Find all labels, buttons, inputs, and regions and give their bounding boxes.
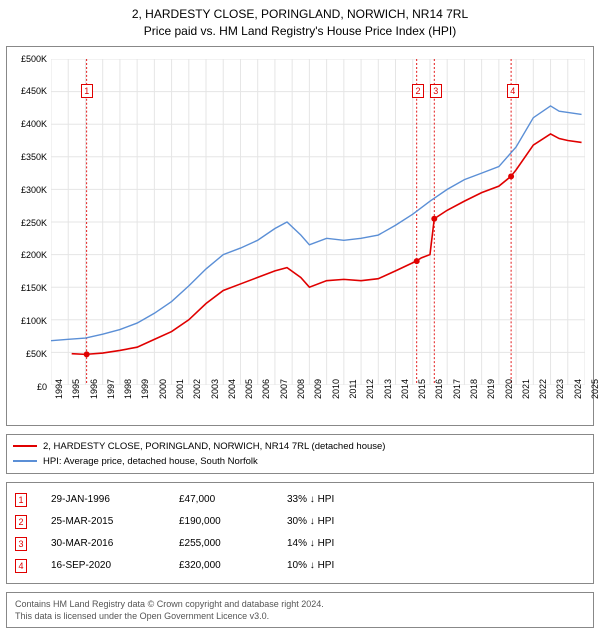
x-tick-label: 2009 bbox=[313, 379, 323, 399]
y-tick-label: £50K bbox=[26, 349, 47, 359]
legend-swatch bbox=[13, 460, 37, 462]
x-tick-label: 1995 bbox=[71, 379, 81, 399]
plot-area: 1 23 4 bbox=[51, 59, 585, 385]
x-tick-label: 2012 bbox=[365, 379, 375, 399]
events-table: 1 29-JAN-1996 £47,000 33% ↓ HPI 2 25-MAR-2015… bbox=[6, 482, 594, 584]
y-tick-label: £450K bbox=[21, 86, 47, 96]
event-date: 30-MAR-2016 bbox=[51, 538, 171, 549]
y-tick-label: £0 bbox=[37, 382, 47, 392]
event-date: 25-MAR-2015 bbox=[51, 516, 171, 527]
event-marker-badge: 1 bbox=[15, 493, 27, 507]
event-marker: 2 bbox=[412, 84, 424, 98]
event-delta: 33% ↓ HPI bbox=[287, 494, 334, 505]
x-tick-label: 2022 bbox=[538, 379, 548, 399]
attribution-footer: Contains HM Land Registry data © Crown c… bbox=[6, 592, 594, 628]
x-tick-label: 2013 bbox=[383, 379, 393, 399]
y-tick-label: £250K bbox=[21, 218, 47, 228]
footer-line: Contains HM Land Registry data © Crown c… bbox=[15, 598, 585, 610]
legend-label: HPI: Average price, detached house, Sout… bbox=[43, 456, 258, 467]
legend: 2, HARDESTY CLOSE, PORINGLAND, NORWICH, … bbox=[6, 434, 594, 474]
y-tick-label: £100K bbox=[21, 316, 47, 326]
event-date: 16-SEP-2020 bbox=[51, 560, 171, 571]
x-tick-label: 2018 bbox=[469, 379, 479, 399]
x-tick-label: 2021 bbox=[521, 379, 531, 399]
title-address: 2, HARDESTY CLOSE, PORINGLAND, NORWICH, … bbox=[6, 6, 594, 23]
event-marker-badge: 2 bbox=[15, 515, 27, 529]
x-tick-label: 1997 bbox=[106, 379, 116, 399]
chart: £0 £50K £100K £150K £200K £250K £300K £350K £400… bbox=[6, 46, 594, 426]
x-tick-label: 2003 bbox=[210, 379, 220, 399]
event-row: 1 29-JAN-1996 £47,000 33% ↓ HPI bbox=[15, 489, 585, 511]
x-tick-label: 2020 bbox=[504, 379, 514, 399]
event-price: £255,000 bbox=[179, 538, 279, 549]
x-tick-label: 2008 bbox=[296, 379, 306, 399]
y-tick-label: £350K bbox=[21, 152, 47, 162]
legend-swatch bbox=[13, 445, 37, 447]
y-axis-labels: £0£50K£100K£150K£200K£250K£300K£350K£400… bbox=[9, 59, 49, 385]
y-tick-label: £500K bbox=[21, 54, 47, 64]
x-tick-label: 2011 bbox=[348, 379, 358, 398]
x-tick-label: 1999 bbox=[140, 379, 150, 399]
event-price: £190,000 bbox=[179, 516, 279, 527]
x-tick-label: 2024 bbox=[573, 379, 583, 399]
title-block: 2, HARDESTY CLOSE, PORINGLAND, NORWICH, … bbox=[6, 6, 594, 40]
x-tick-label: 2002 bbox=[192, 379, 202, 399]
x-tick-label: 2014 bbox=[400, 379, 410, 399]
footer-line: This data is licensed under the Open Gov… bbox=[15, 610, 585, 622]
x-tick-label: 2010 bbox=[331, 379, 341, 399]
event-date: 29-JAN-1996 bbox=[51, 494, 171, 505]
legend-row: 2, HARDESTY CLOSE, PORINGLAND, NORWICH, … bbox=[13, 439, 587, 454]
event-marker-badge: 4 bbox=[15, 559, 27, 573]
x-tick-label: 2006 bbox=[261, 379, 271, 399]
x-tick-label: 1998 bbox=[123, 379, 133, 399]
event-marker: 1 bbox=[81, 84, 93, 98]
x-tick-label: 2015 bbox=[417, 379, 427, 399]
event-row: 3 30-MAR-2016 £255,000 14% ↓ HPI bbox=[15, 533, 585, 555]
x-tick-label: 2017 bbox=[452, 379, 462, 399]
x-tick-label: 2019 bbox=[486, 379, 496, 399]
y-tick-label: £200K bbox=[21, 250, 47, 260]
x-axis-labels: 1994199519961997199819992000200120022003… bbox=[51, 387, 585, 423]
x-tick-label: 2023 bbox=[555, 379, 565, 399]
x-tick-label: 2007 bbox=[279, 379, 289, 399]
event-row: 4 16-SEP-2020 £320,000 10% ↓ HPI bbox=[15, 555, 585, 577]
legend-row: HPI: Average price, detached house, Sout… bbox=[13, 454, 587, 469]
event-markers-layer: 1 23 4 bbox=[51, 59, 585, 385]
x-tick-label: 2000 bbox=[158, 379, 168, 399]
x-tick-label: 2025 bbox=[590, 379, 600, 399]
x-tick-label: 1994 bbox=[54, 379, 64, 399]
y-tick-label: £400K bbox=[21, 119, 47, 129]
x-tick-label: 1996 bbox=[89, 379, 99, 399]
x-tick-label: 2016 bbox=[434, 379, 444, 399]
event-delta: 10% ↓ HPI bbox=[287, 560, 334, 571]
event-delta: 30% ↓ HPI bbox=[287, 516, 334, 527]
y-tick-label: £300K bbox=[21, 185, 47, 195]
title-subtitle: Price paid vs. HM Land Registry's House … bbox=[6, 23, 594, 40]
event-price: £47,000 bbox=[179, 494, 279, 505]
event-price: £320,000 bbox=[179, 560, 279, 571]
event-marker: 4 bbox=[507, 84, 519, 98]
page-root: 2, HARDESTY CLOSE, PORINGLAND, NORWICH, … bbox=[0, 0, 600, 634]
x-tick-label: 2005 bbox=[244, 379, 254, 399]
x-tick-label: 2004 bbox=[227, 379, 237, 399]
event-row: 2 25-MAR-2015 £190,000 30% ↓ HPI bbox=[15, 511, 585, 533]
y-tick-label: £150K bbox=[21, 283, 47, 293]
event-delta: 14% ↓ HPI bbox=[287, 538, 334, 549]
legend-label: 2, HARDESTY CLOSE, PORINGLAND, NORWICH, … bbox=[43, 441, 385, 452]
x-tick-label: 2001 bbox=[175, 379, 185, 399]
event-marker: 3 bbox=[430, 84, 442, 98]
event-marker-badge: 3 bbox=[15, 537, 27, 551]
